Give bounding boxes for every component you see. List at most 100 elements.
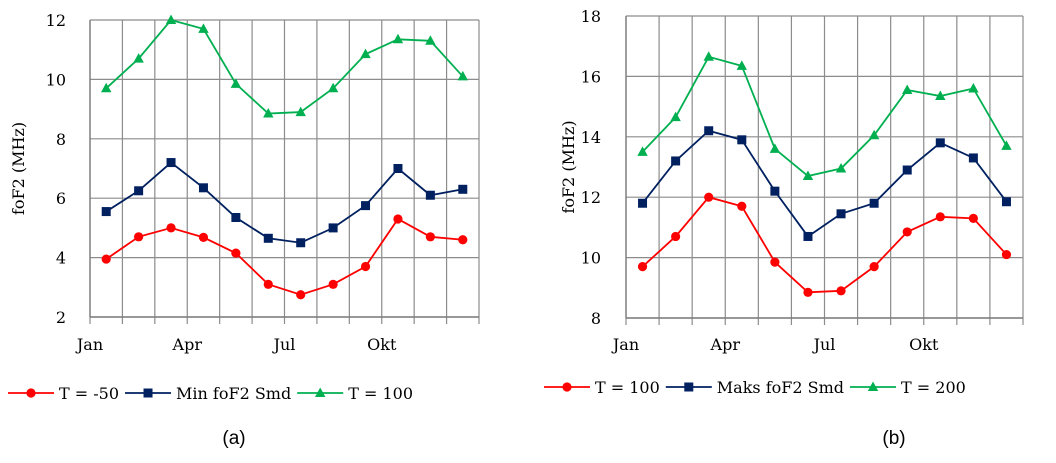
y-tick-label: 2 xyxy=(56,308,66,327)
panel-label: (a) xyxy=(222,428,245,449)
legend-marker xyxy=(867,381,879,391)
data-point xyxy=(101,254,111,264)
y-axis-label: foF2 (MHz) xyxy=(9,122,28,215)
series-line xyxy=(641,129,1008,238)
x-tick-label: Apr xyxy=(710,335,741,354)
data-point xyxy=(736,60,747,70)
data-point xyxy=(968,153,978,163)
data-point xyxy=(133,53,144,63)
data-point xyxy=(1001,249,1012,260)
data-point xyxy=(671,231,681,242)
data-point xyxy=(360,48,371,59)
legend-label: T = 100 xyxy=(348,384,413,403)
data-point xyxy=(230,78,242,88)
data-point xyxy=(902,84,913,94)
data-point xyxy=(902,227,912,237)
data-point xyxy=(198,23,209,33)
data-point xyxy=(231,213,241,223)
data-point xyxy=(296,290,306,300)
data-point xyxy=(1001,140,1012,150)
data-point xyxy=(737,201,747,211)
data-point xyxy=(737,135,747,145)
y-tick-label: 6 xyxy=(56,189,66,208)
series-line xyxy=(105,161,463,244)
y-tick-label: 12 xyxy=(581,188,601,207)
data-point xyxy=(802,170,814,181)
legend-marker xyxy=(684,382,694,392)
legend-marker xyxy=(26,388,36,398)
data-point xyxy=(703,51,714,61)
x-tick-label: Jan xyxy=(611,335,639,354)
y-tick-label: 18 xyxy=(581,7,601,26)
data-point xyxy=(770,257,780,267)
data-point xyxy=(327,82,339,93)
chart-a: 2 4 6 8 10 12 Jan Apr Jul Okt foF2 (MHz) T = -50 Min… xyxy=(8,11,480,449)
legend-label: Maks foF2 Smd xyxy=(717,378,844,397)
data-point xyxy=(457,70,468,81)
data-point xyxy=(328,223,338,233)
data-point xyxy=(968,82,979,93)
data-point xyxy=(935,212,945,222)
data-point xyxy=(296,238,306,248)
y-tick-label: 4 xyxy=(56,249,66,268)
y-axis-label: foF2 (MHz) xyxy=(559,120,578,213)
data-point xyxy=(935,90,946,101)
data-point xyxy=(704,192,714,202)
data-point xyxy=(393,164,403,173)
data-point xyxy=(968,213,978,223)
legend-label: T = -50 xyxy=(59,384,119,403)
data-point xyxy=(770,186,780,196)
data-point xyxy=(637,262,648,272)
legend-label: T = 100 xyxy=(595,378,660,397)
data-point xyxy=(425,190,435,200)
x-tick-label: Jan xyxy=(75,335,103,354)
legend-marker xyxy=(562,382,572,392)
data-point xyxy=(393,214,403,224)
legend-label: T = 200 xyxy=(901,378,966,397)
y-tick-label: 12 xyxy=(46,11,66,30)
data-point xyxy=(803,287,813,297)
data-point xyxy=(166,158,176,168)
data-point xyxy=(458,235,468,245)
data-point xyxy=(836,209,846,219)
data-point xyxy=(670,111,681,122)
data-point xyxy=(328,279,338,289)
data-point xyxy=(360,261,371,272)
data-point xyxy=(836,286,846,296)
y-tick-label: 10 xyxy=(581,249,601,268)
data-point xyxy=(134,232,144,242)
y-tick-label: 16 xyxy=(581,67,601,86)
x-tick-label: Apr xyxy=(172,335,203,354)
legend-label: Min foF2 Smd xyxy=(176,384,291,403)
data-point xyxy=(671,156,681,166)
y-tick-label: 14 xyxy=(581,128,601,147)
data-point xyxy=(835,163,847,173)
data-point xyxy=(231,248,241,258)
data-point xyxy=(869,198,879,208)
data-point xyxy=(361,201,371,211)
data-point xyxy=(198,183,208,193)
data-point xyxy=(134,186,144,196)
x-tick-label: Okt xyxy=(909,335,939,354)
data-point xyxy=(638,198,648,208)
data-point xyxy=(458,184,468,194)
data-point xyxy=(101,82,112,93)
data-point xyxy=(425,232,435,242)
data-point xyxy=(263,279,273,289)
data-point xyxy=(165,14,177,24)
data-point xyxy=(263,108,274,118)
legend-marker xyxy=(315,387,326,397)
data-point xyxy=(392,33,404,44)
data-point xyxy=(295,106,306,117)
data-point xyxy=(263,233,273,243)
y-tick-label: 8 xyxy=(56,130,66,149)
chart-b: 8 10 12 14 16 18 Jan Apr Jul Okt foF2 (MHz) T = 100… xyxy=(544,7,1024,449)
data-point xyxy=(1001,197,1011,207)
x-tick-label: Jul xyxy=(812,335,836,354)
data-point xyxy=(637,146,648,156)
data-point xyxy=(869,262,879,272)
y-tick-label: 8 xyxy=(591,309,601,328)
series-line xyxy=(641,55,1008,178)
data-point xyxy=(803,231,813,241)
data-point xyxy=(935,138,945,148)
